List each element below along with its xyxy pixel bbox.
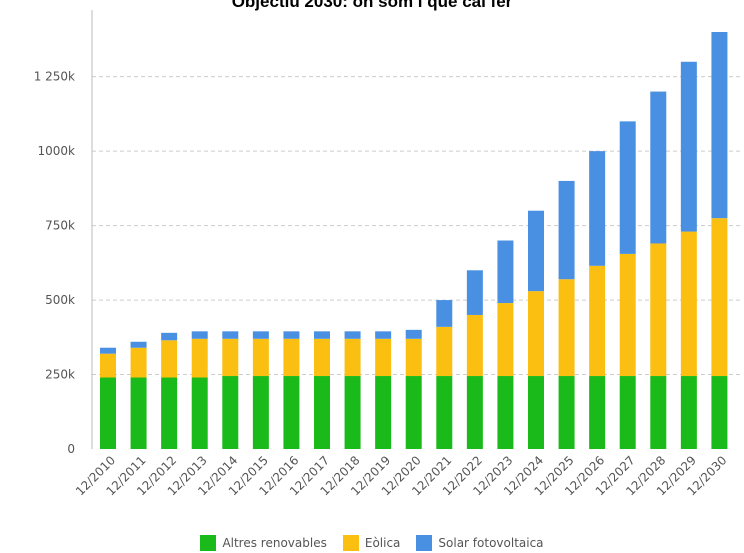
- bar-segment: [680, 376, 697, 449]
- bar-segment: [558, 180, 575, 280]
- grid-lines: [92, 76, 742, 376]
- bar-segment: [161, 340, 178, 378]
- bar-segment: [497, 303, 514, 377]
- bar-segment: [680, 61, 697, 232]
- y-tick-label: 750k: [45, 219, 75, 233]
- bar-segment: [558, 376, 575, 449]
- legend: Altres renovables Eòlica Solar fotovoltaic…: [0, 535, 744, 551]
- bars: [100, 32, 728, 449]
- bar-segment: [283, 331, 300, 339]
- bar-segment: [161, 377, 178, 449]
- y-tick-label: 500k: [45, 293, 75, 307]
- bar-segment: [711, 32, 728, 219]
- bar-segment: [191, 331, 208, 339]
- bar-segment: [436, 300, 453, 327]
- chart-title: Objectiu 2030: on som i què cal fer: [231, 0, 513, 11]
- legend-label: Solar fotovoltaica: [438, 536, 544, 550]
- bar-segment: [283, 376, 300, 449]
- bar-segment: [466, 270, 483, 315]
- y-axis: 0 250k 500k 750k 1000k 1 250k: [34, 10, 93, 456]
- legend-swatch: [342, 535, 359, 551]
- bar-segment: [619, 121, 636, 254]
- bar-segment: [405, 376, 422, 449]
- x-axis: 12/201012/201112/201212/201312/201412/20…: [73, 453, 730, 498]
- bar-segment: [252, 331, 269, 339]
- legend-label: Altres renovables: [222, 536, 327, 550]
- legend-label: Eòlica: [364, 536, 401, 550]
- bar-segment: [222, 331, 239, 339]
- bar-segment: [130, 377, 147, 449]
- bar-segment: [344, 338, 361, 377]
- bar-segment: [405, 329, 422, 339]
- bar-segment: [589, 376, 606, 449]
- bar-segment: [497, 240, 514, 304]
- bar-segment: [619, 253, 636, 377]
- legend-swatch: [200, 535, 217, 551]
- y-tick-label: 1000k: [38, 144, 76, 158]
- bar-segment: [314, 331, 330, 339]
- bar-segment: [161, 332, 178, 341]
- legend-item: Altres renovables: [200, 535, 327, 551]
- bar-segment: [650, 91, 667, 244]
- bar-segment: [589, 151, 606, 266]
- bar-segment: [130, 347, 147, 378]
- bar-segment: [344, 376, 361, 449]
- bar-segment: [100, 347, 116, 354]
- bar-segment: [222, 338, 239, 377]
- bar-segment: [283, 338, 300, 377]
- bar-segment: [375, 331, 392, 339]
- bar-segment: [466, 314, 483, 377]
- bar-segment: [497, 376, 514, 449]
- bar-segment: [314, 376, 330, 449]
- bar-segment: [528, 210, 544, 292]
- bar-segment: [528, 376, 544, 449]
- bar-segment: [100, 353, 116, 378]
- bar-segment: [528, 291, 544, 377]
- bar-segment: [619, 376, 636, 449]
- bar-segment: [252, 376, 269, 449]
- bar-segment: [436, 376, 453, 449]
- bar-segment: [222, 376, 239, 449]
- y-tick-label: 1 250k: [34, 70, 75, 84]
- bar-segment: [589, 265, 606, 377]
- stacked-bar-chart: 0 250k 500k 750k 1000k 1 250k 12/201012/20111…: [34, 10, 742, 498]
- bar-segment: [466, 376, 483, 449]
- bar-segment: [191, 377, 208, 449]
- y-tick-label: 0: [67, 442, 75, 456]
- bar-segment: [711, 218, 728, 377]
- bar-segment: [405, 338, 422, 377]
- bar-segment: [344, 331, 361, 339]
- bar-segment: [680, 231, 697, 377]
- legend-item: Eòlica: [342, 535, 401, 551]
- bar-segment: [100, 377, 116, 449]
- bar-segment: [650, 376, 667, 449]
- bar-segment: [252, 338, 269, 377]
- legend-swatch: [416, 535, 433, 551]
- bar-segment: [436, 326, 453, 377]
- y-tick-label: 250k: [45, 368, 75, 382]
- bar-segment: [375, 338, 392, 377]
- bar-segment: [130, 341, 147, 348]
- bar-segment: [711, 376, 728, 449]
- bar-segment: [375, 376, 392, 449]
- bar-segment: [650, 243, 667, 377]
- legend-item: Solar fotovoltaica: [416, 535, 544, 551]
- bar-segment: [191, 338, 208, 378]
- bar-segment: [558, 279, 575, 377]
- bar-segment: [314, 338, 330, 377]
